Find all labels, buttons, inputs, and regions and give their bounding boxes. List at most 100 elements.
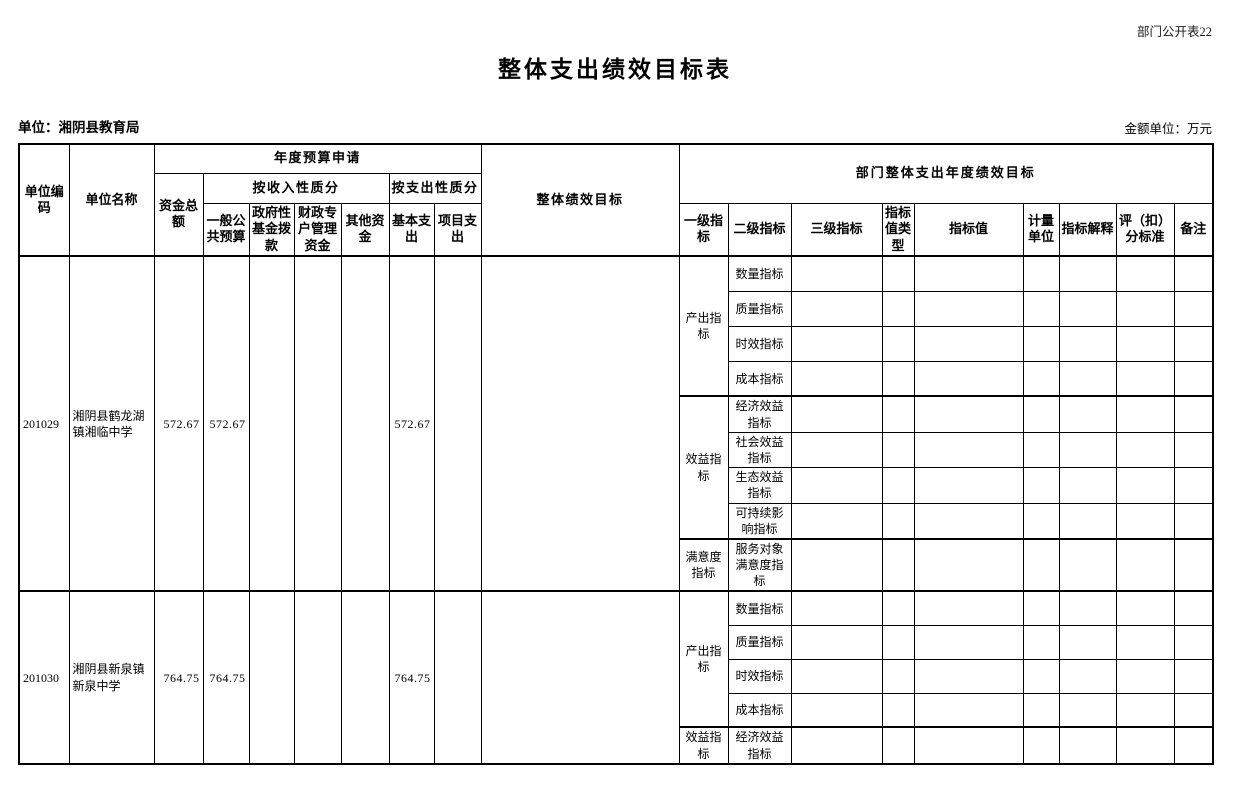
scoring-standard-cell xyxy=(1115,502,1175,540)
measure-unit-cell xyxy=(1022,692,1060,728)
header-by-expenditure-nature: 按支出性质分 xyxy=(388,172,482,204)
overall-performance-target-cell xyxy=(480,255,680,592)
remarks-cell xyxy=(1173,624,1214,660)
indicator-value-type-cell xyxy=(881,590,915,626)
fiscal-account-funds-cell xyxy=(293,590,342,765)
indicator-value-cell xyxy=(913,590,1024,626)
fiscal-account-funds-cell xyxy=(293,255,342,592)
table-row: 满意度指标 服务对象满意度指标 xyxy=(19,537,1214,592)
level3-indicator-cell xyxy=(790,360,883,397)
measure-unit-cell xyxy=(1022,395,1060,433)
level3-indicator-cell xyxy=(790,590,883,626)
level3-indicator-cell xyxy=(790,537,883,592)
level1-indicator-cell: 效益指标 xyxy=(678,726,729,765)
indicator-value-cell xyxy=(913,255,1024,292)
table-row: 质量指标 xyxy=(19,624,1214,660)
level2-indicator-cell: 经济效益指标 xyxy=(727,395,792,433)
header-other-funds: 其他资金 xyxy=(340,202,390,257)
indicator-value-type-cell xyxy=(881,692,915,728)
scoring-standard-cell xyxy=(1115,395,1175,433)
level2-indicator-cell: 时效指标 xyxy=(727,658,792,694)
level2-indicator-cell: 成本指标 xyxy=(727,360,792,397)
level3-indicator-cell xyxy=(790,692,883,728)
level3-indicator-cell xyxy=(790,726,883,765)
table-row: 社会效益指标 xyxy=(19,431,1214,469)
unit-name-cell: 湘阴县鹤龙湖镇湘临中学 xyxy=(68,255,155,592)
remarks-cell xyxy=(1173,360,1214,397)
remarks-cell xyxy=(1173,537,1214,592)
indicator-explanation-cell xyxy=(1058,395,1117,433)
scoring-standard-cell xyxy=(1115,537,1175,592)
remarks-cell xyxy=(1173,431,1214,469)
basic-expenditure-cell: 764.75 xyxy=(388,590,435,765)
scoring-standard-cell xyxy=(1115,590,1175,626)
other-funds-cell xyxy=(340,590,390,765)
header-level3-indicator: 三级指标 xyxy=(790,202,883,257)
scoring-standard-cell xyxy=(1115,255,1175,292)
level3-indicator-cell xyxy=(790,325,883,362)
remarks-cell xyxy=(1173,395,1214,433)
indicator-explanation-cell xyxy=(1058,624,1117,660)
header-project-expenditure: 项目支出 xyxy=(433,202,482,257)
level1-indicator-cell: 产出指标 xyxy=(678,255,729,397)
table-row: 201029 湘阴县鹤龙湖镇湘临中学 572.67 572.67 572.67 … xyxy=(18,255,1214,592)
level2-indicator-cell: 时效指标 xyxy=(727,325,792,362)
indicator-value-type-cell xyxy=(881,537,915,592)
level3-indicator-cell xyxy=(790,395,883,433)
level3-indicator-cell xyxy=(790,255,883,292)
unit-code-cell: 201029 xyxy=(18,255,70,592)
header-gov-fund-grant: 政府性基金拨款 xyxy=(248,202,295,257)
table-row: 时效指标 xyxy=(19,325,1214,362)
scoring-standard-cell xyxy=(1115,658,1175,694)
level3-indicator-cell xyxy=(790,431,883,469)
level3-indicator-cell xyxy=(790,467,883,504)
header-indicator-value: 指标值 xyxy=(913,202,1024,257)
remarks-cell xyxy=(1173,658,1214,694)
indicator-value-type-cell xyxy=(881,502,915,540)
indicator-value-cell xyxy=(913,431,1024,469)
indicator-explanation-cell xyxy=(1058,467,1117,504)
header-indicator-value-type: 指标值类型 xyxy=(881,202,915,257)
indicator-value-cell xyxy=(913,726,1024,765)
table-row: 成本指标 xyxy=(19,692,1214,728)
header-unit-name: 单位名称 xyxy=(68,143,155,257)
level3-indicator-cell xyxy=(790,624,883,660)
level2-indicator-cell: 成本指标 xyxy=(727,692,792,728)
level3-indicator-cell xyxy=(790,502,883,540)
level2-indicator-cell: 经济效益指标 xyxy=(727,726,792,765)
unit-name-cell: 湘阴县新泉镇新泉中学 xyxy=(68,590,155,765)
scoring-standard-cell xyxy=(1115,290,1175,327)
general-public-budget-cell: 572.67 xyxy=(202,255,250,592)
measure-unit-cell xyxy=(1022,537,1060,592)
level2-indicator-cell: 社会效益指标 xyxy=(727,431,792,469)
level1-indicator-cell: 效益指标 xyxy=(678,395,729,540)
indicator-value-type-cell xyxy=(881,624,915,660)
indicator-explanation-cell xyxy=(1058,692,1117,728)
level1-indicator-cell: 满意度指标 xyxy=(678,537,729,592)
level2-indicator-cell: 服务对象满意度指标 xyxy=(727,537,792,592)
remarks-cell xyxy=(1173,692,1214,728)
level1-indicator-cell: 产出指标 xyxy=(678,590,729,728)
other-funds-cell xyxy=(340,255,390,592)
fund-total-cell: 764.75 xyxy=(153,590,204,765)
measure-unit-cell xyxy=(1022,502,1060,540)
level2-indicator-cell: 质量指标 xyxy=(727,624,792,660)
header-level1-indicator: 一级指标 xyxy=(678,202,729,257)
indicator-value-type-cell xyxy=(881,360,915,397)
measure-unit-cell xyxy=(1022,726,1060,765)
indicator-value-cell xyxy=(913,692,1024,728)
gov-fund-grant-cell xyxy=(248,590,295,765)
project-expenditure-cell xyxy=(433,590,482,765)
header-unit-code: 单位编码 xyxy=(18,143,70,257)
indicator-value-type-cell xyxy=(881,726,915,765)
header-fund-total: 资金总额 xyxy=(153,172,204,257)
performance-target-table: 单位编码 单位名称 年度预算申请 整体绩效目标 部门整体支出年度绩效目标 资金总… xyxy=(18,143,1215,765)
measure-unit-cell xyxy=(1022,590,1060,626)
measure-unit-cell xyxy=(1022,360,1060,397)
header-level2-indicator: 二级指标 xyxy=(727,202,792,257)
remarks-cell xyxy=(1173,255,1214,292)
indicator-value-cell xyxy=(913,658,1024,694)
scoring-standard-cell xyxy=(1115,431,1175,469)
measure-unit-cell xyxy=(1022,290,1060,327)
indicator-value-cell xyxy=(913,290,1024,327)
